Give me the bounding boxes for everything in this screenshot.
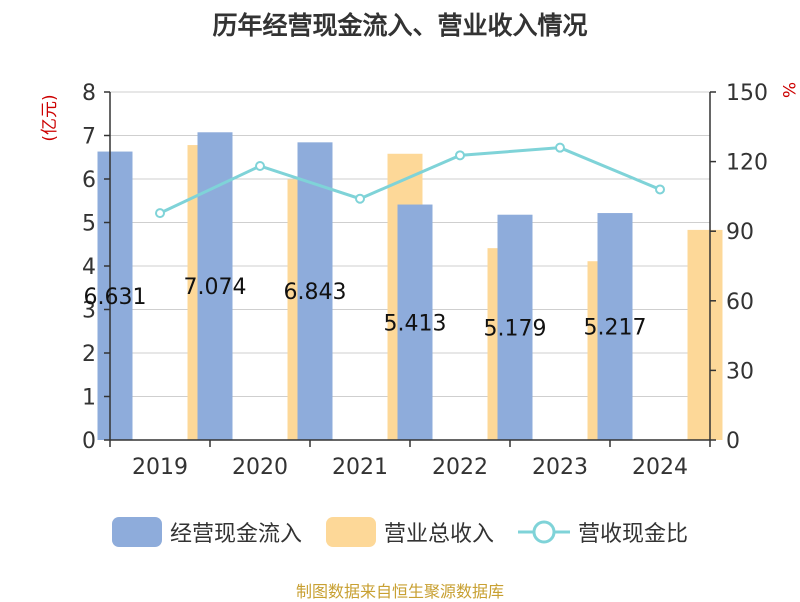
ratio-line (155, 142, 665, 219)
left-tick-label: 6 (82, 168, 96, 193)
x-tick-label: 2022 (432, 455, 488, 480)
left-tick-label: 5 (82, 212, 96, 237)
x-tick-label: 2020 (232, 455, 288, 480)
left-axis-title: (亿元) (40, 94, 60, 141)
right-tick-label: 90 (726, 220, 754, 245)
axes: 0 1 2 3 4 5 6 7 8 0 30 60 90 120 150 2019 2020 2021 2022 20… (40, 81, 798, 480)
legend-label-cash-inflow: 经营现金流入 (169, 522, 302, 547)
left-tick-label: 7 (82, 125, 96, 150)
data-label-cash-inflow: 5.217 (584, 316, 647, 341)
left-tick-label: 4 (82, 255, 96, 280)
legend-item-cash-inflow[interactable]: 经营现金流入 (111, 516, 302, 548)
right-tick-label: 120 (726, 151, 768, 176)
bar-cash-inflow-2022 (397, 204, 433, 440)
data-labels: 6.631 7.074 6.843 5.413 5.179 5.217 (84, 275, 647, 341)
bar-cash-inflow-2023 (497, 214, 533, 440)
legend-item-revenue[interactable]: 营业总收入 (325, 516, 494, 548)
left-tick-label: 1 (82, 386, 96, 411)
data-label-cash-inflow: 7.074 (184, 275, 247, 300)
ratio-point-2024 (655, 184, 665, 195)
left-tick-label: 3 (82, 299, 96, 324)
chart-title: 历年经营现金流入、营业收入情况 (212, 11, 588, 40)
legend-label-revenue: 营业总收入 (383, 522, 494, 547)
ratio-point-2019 (155, 208, 165, 219)
legend-swatch-cash-inflow (111, 517, 162, 547)
ratio-point-2021 (355, 193, 365, 204)
bar-cash-inflow-2020 (197, 132, 233, 440)
data-label-cash-inflow: 5.179 (484, 316, 547, 341)
bars (97, 132, 723, 440)
ratio-point-2020 (255, 161, 265, 172)
ratio-polyline (159, 146, 661, 215)
data-label-cash-inflow: 6.631 (84, 285, 147, 310)
right-tick-label: 150 (726, 81, 768, 106)
right-tick-label: 30 (726, 359, 754, 384)
legend-swatch-revenue (325, 517, 376, 547)
bar-cash-inflow-2019 (97, 151, 133, 440)
legend-item-ratio[interactable]: 营收现金比 (518, 516, 688, 548)
x-tick-label: 2021 (332, 455, 388, 480)
left-tick-label: 0 (82, 429, 96, 454)
legend-swatch-ratio (518, 520, 570, 544)
bar-revenue-2024 (687, 229, 723, 440)
data-label-cash-inflow: 6.843 (284, 280, 347, 305)
data-label-cash-inflow: 5.413 (384, 311, 447, 336)
bar-cash-inflow-2021 (297, 142, 333, 440)
right-tick-label: 60 (726, 290, 754, 315)
legend: 经营现金流入 营业总收入 营收现金比 (0, 516, 800, 548)
right-axis-title: % (778, 82, 798, 98)
ratio-point-2023 (555, 142, 565, 153)
data-source-note: 制图数据来自恒生聚源数据库 (295, 582, 504, 601)
right-tick-label: 0 (726, 429, 740, 454)
bar-cash-inflow-2024 (597, 213, 633, 440)
legend-label-ratio: 营收现金比 (578, 522, 689, 547)
x-tick-label: 2023 (532, 455, 588, 480)
ratio-point-2022 (455, 150, 465, 161)
left-tick-label: 8 (82, 81, 96, 106)
x-tick-label: 2024 (632, 455, 688, 480)
x-tick-label: 2019 (132, 455, 188, 480)
left-tick-label: 2 (82, 342, 96, 367)
